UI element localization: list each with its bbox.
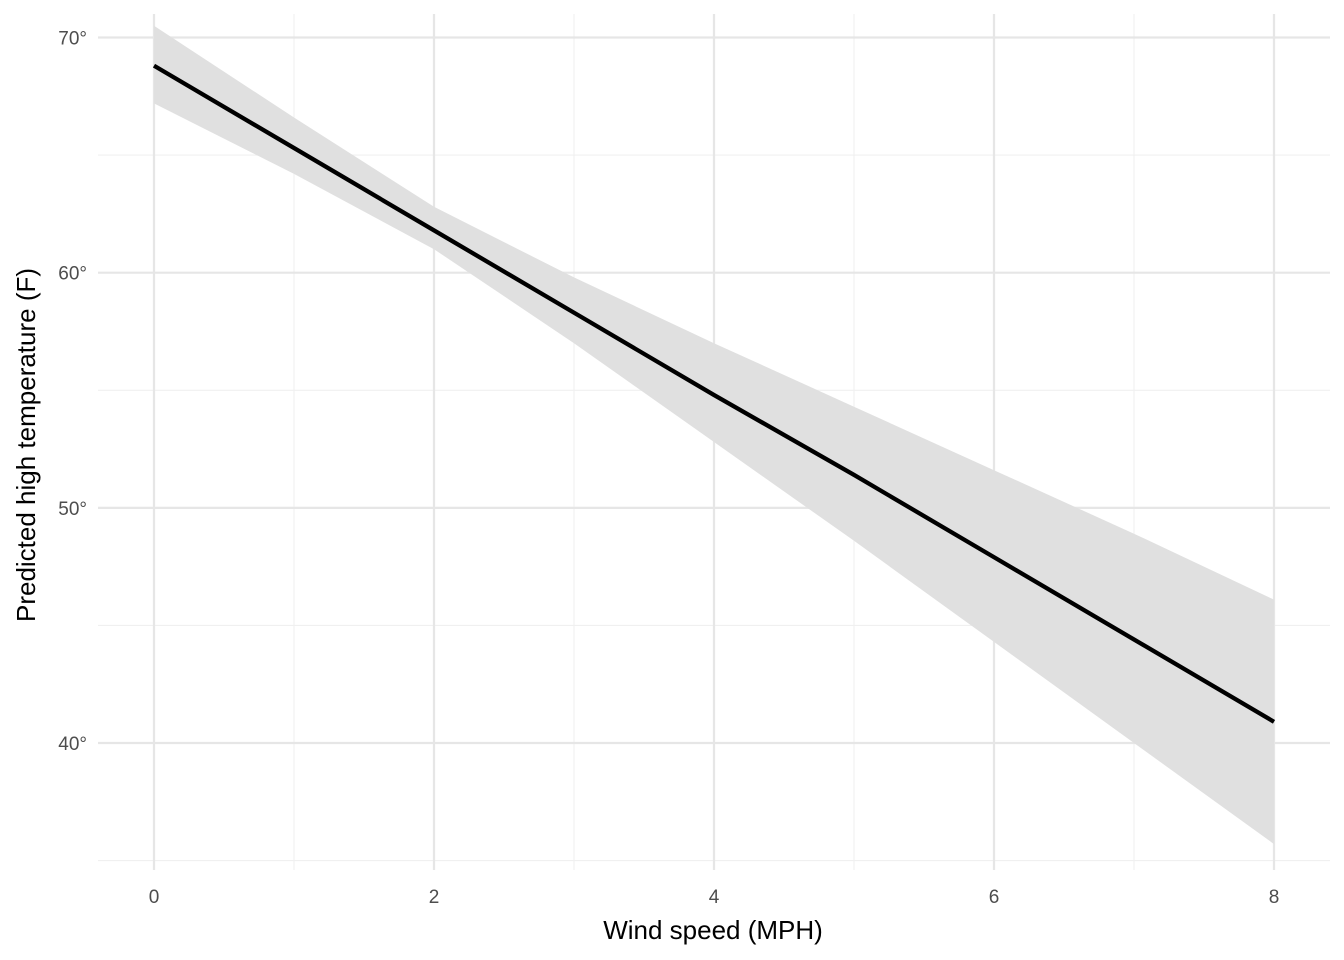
x-axis-title: Wind speed (MPH) xyxy=(603,915,823,945)
x-tick-label: 8 xyxy=(1269,887,1280,908)
regression-line xyxy=(152,63,1276,724)
y-axis-tick-labels: 40° 50° 60° 70° xyxy=(58,29,87,755)
y-axis-title: Predicted high temperature (F) xyxy=(11,268,41,622)
y-tick-label: 70° xyxy=(58,29,87,50)
x-axis-tick-labels: 0 2 4 6 8 xyxy=(149,887,1280,908)
y-tick-label: 50° xyxy=(58,499,87,520)
x-tick-label: 4 xyxy=(709,887,720,908)
x-tick-label: 2 xyxy=(429,887,440,908)
y-tick-label: 40° xyxy=(58,734,87,755)
x-tick-label: 6 xyxy=(989,887,1000,908)
y-tick-label: 60° xyxy=(58,264,87,285)
x-tick-label: 0 xyxy=(149,887,160,908)
